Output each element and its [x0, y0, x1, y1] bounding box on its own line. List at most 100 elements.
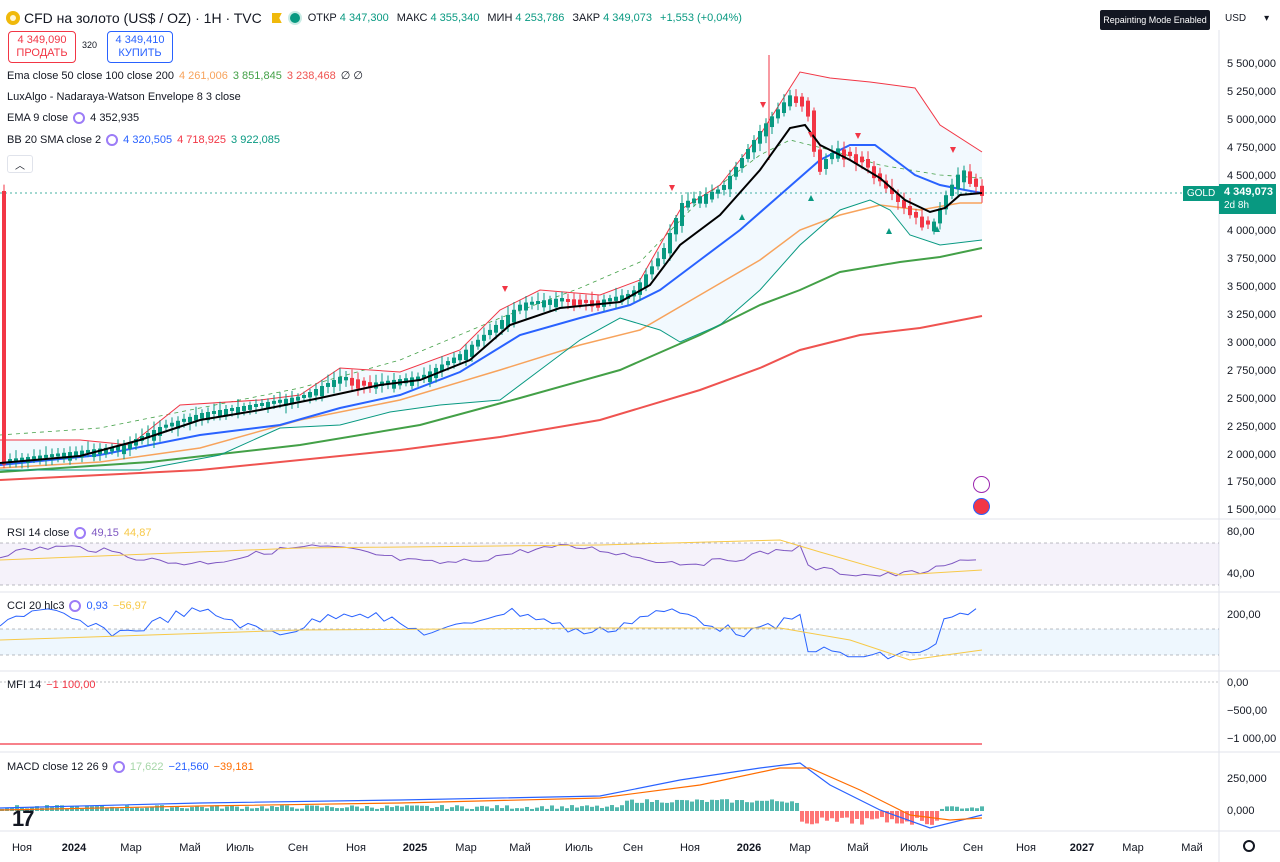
price-axis-label: 4 000,000 — [1227, 225, 1276, 237]
candle-body — [722, 185, 726, 190]
gear-icon[interactable] — [1243, 840, 1255, 852]
price-axis-label: 3 750,000 — [1227, 253, 1276, 265]
ema200-line — [0, 315, 983, 481]
candle-body — [794, 96, 798, 103]
price-axis-label: 5 250,000 — [1227, 86, 1276, 98]
tradingview-logo[interactable]: 17 — [12, 806, 35, 831]
candle-body — [86, 449, 90, 453]
legend-cci[interactable]: CCI 20 hlc3 0,93 −56,97 — [7, 600, 147, 612]
spread-value: 320 — [82, 40, 98, 50]
macd-histogram-bar — [255, 807, 259, 811]
candle-body — [872, 166, 876, 179]
candle-body — [266, 401, 270, 408]
candle-body — [272, 400, 276, 404]
buy-button[interactable]: 4 349,410 КУПИТЬ — [107, 31, 173, 63]
macd-histogram-bar — [45, 805, 49, 811]
macd-histogram-bar — [510, 808, 514, 811]
legend-ema9[interactable]: EMA 9 close 4 352,935 — [7, 112, 139, 124]
us-flag-event-icon[interactable] — [973, 498, 990, 515]
macd-histogram-bar — [280, 805, 284, 811]
buy-signal-icon — [886, 228, 892, 234]
candle-body — [320, 386, 324, 397]
candle-body — [686, 200, 690, 208]
candle-body — [458, 354, 462, 361]
macd-histogram-bar — [555, 808, 559, 811]
candle-body — [344, 376, 348, 381]
candle-body — [164, 424, 168, 428]
time-axis-label: Июль — [564, 842, 594, 854]
candle-body — [284, 398, 288, 406]
candle-body — [392, 379, 396, 389]
macd-histogram-bar — [405, 805, 409, 811]
candle-body — [128, 442, 132, 449]
candle-body — [470, 344, 474, 357]
candle-body — [920, 216, 924, 228]
macd-histogram-bar — [295, 808, 299, 811]
market-status-icon[interactable] — [289, 13, 300, 23]
price-axis-label: 1 500,000 — [1227, 504, 1276, 516]
time-axis-label: 2024 — [61, 842, 87, 854]
macd-histogram-bar — [700, 800, 704, 811]
macd-histogram-bar — [730, 802, 734, 811]
bb-band-fill — [0, 72, 982, 470]
buy-signal-icon — [934, 226, 940, 232]
candle-body — [194, 414, 198, 421]
candle-body — [416, 376, 420, 381]
macd-histogram-bar — [780, 801, 784, 811]
macd-histogram-bar — [695, 799, 699, 811]
legend-ema-50-100-200[interactable]: Ema close 50 close 100 close 200 4 261,0… — [7, 69, 363, 83]
loading-icon — [69, 600, 82, 612]
candle-body — [242, 406, 246, 411]
rsi-label: RSI 14 close — [7, 527, 70, 539]
macd-histogram-bar — [625, 800, 629, 811]
legend-rsi[interactable]: RSI 14 close 49,15 44,87 — [7, 527, 151, 539]
time-axis-label: Июль — [225, 842, 255, 854]
candle-body — [110, 447, 114, 452]
candle-body — [734, 167, 738, 177]
macd-histogram-bar — [820, 811, 824, 818]
legend-luxalgo[interactable]: LuxAlgo - Nadaraya-Watson Envelope 8 3 c… — [7, 91, 241, 103]
sell-button[interactable]: 4 349,090 ПРОДАТЬ — [8, 31, 76, 63]
price-axis-label: 5 500,000 — [1227, 58, 1276, 70]
candle-body — [890, 187, 894, 195]
loading-icon — [106, 134, 119, 146]
lightning-event-icon[interactable] — [973, 476, 990, 493]
candle-body — [308, 392, 312, 398]
macd-histogram-bar — [245, 806, 249, 811]
rsi-axis-80: 80,00 — [1227, 526, 1255, 538]
mfi-axis-1000: −1 000,00 — [1227, 733, 1277, 745]
candle-body — [578, 299, 582, 305]
time-axis-label: Мар — [455, 842, 477, 854]
legend-bb[interactable]: BB 20 SMA close 2 4 320,505 4 718,925 3 … — [7, 134, 280, 146]
candle-body — [236, 407, 240, 415]
legend-bb-upper-value: 4 718,925 — [177, 134, 227, 146]
candle-body — [728, 176, 732, 190]
macd-histogram-bar — [980, 806, 984, 811]
legend-macd[interactable]: MACD close 12 26 9 17,622 −21,560 −39,18… — [7, 761, 254, 773]
macd-histogram-bar — [800, 811, 804, 822]
rsi-axis-40: 40,00 — [1227, 568, 1255, 580]
symbol-title[interactable]: CFD на золото (US$ / OZ) · 1H · TVC — [24, 10, 262, 26]
candle-body — [56, 453, 60, 457]
flag-icon[interactable] — [271, 13, 282, 23]
price-axis-label: 2 000,000 — [1227, 449, 1276, 461]
chevron-up-icon: ︿ — [15, 160, 25, 172]
price-pane[interactable] — [0, 55, 984, 481]
macd-histogram-bar — [475, 806, 479, 811]
macd-histogram-bar — [960, 808, 964, 811]
legend-bb-lower-value: 3 922,085 — [231, 134, 280, 146]
macd-histogram-bar — [610, 805, 614, 811]
macd-histogram-bar — [755, 800, 759, 811]
candle-body — [314, 389, 318, 396]
candle-body — [62, 452, 66, 459]
oscillator-panes[interactable] — [0, 539, 1219, 829]
price-axis-label: 4 750,000 — [1227, 142, 1276, 154]
currency-selector[interactable]: USD ▾ — [1218, 7, 1274, 29]
collapse-legend-button[interactable]: ︿ — [7, 155, 33, 173]
macd-histogram-bar — [645, 799, 649, 811]
candle-body — [644, 274, 648, 288]
price-axis-label: 2 750,000 — [1227, 365, 1276, 377]
legend-mfi[interactable]: MFI 14 −1 100,00 — [7, 679, 95, 691]
macd-histogram-bar — [770, 799, 774, 811]
